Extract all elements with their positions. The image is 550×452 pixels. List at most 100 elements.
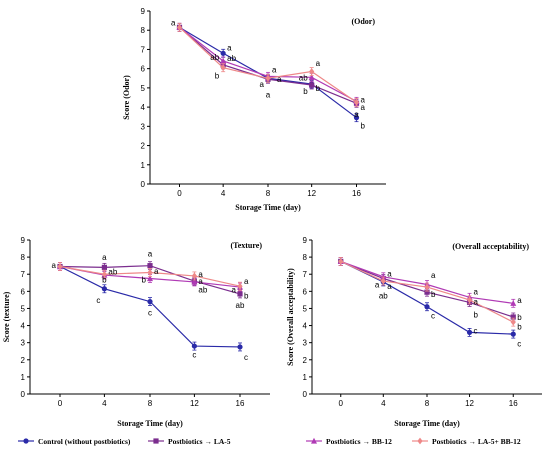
legend-item-control: Control (without postbiotics) <box>18 437 131 446</box>
x-tick-label: 8 <box>425 399 430 408</box>
significance-letter: a <box>431 271 436 280</box>
data-point-control <box>466 329 473 335</box>
y-tick-label: 8 <box>21 253 26 262</box>
data-point-bb12 <box>191 278 198 285</box>
x-tick-label: 8 <box>148 399 153 408</box>
y-tick-label: 9 <box>21 236 26 245</box>
legend-label: Control (without postbiotics) <box>38 437 131 446</box>
significance-letter: a <box>354 110 359 119</box>
significance-letter: b <box>316 84 321 93</box>
data-point-bb12 <box>147 275 153 282</box>
x-tick-label: 0 <box>58 399 63 408</box>
significance-letter: c <box>96 296 100 305</box>
data-point-control <box>220 50 226 56</box>
significance-letter: a <box>266 91 271 100</box>
y-tick-label: 6 <box>141 65 146 74</box>
y-tick-label: 2 <box>141 142 146 151</box>
y-tick-label: 9 <box>303 236 308 245</box>
legend-label: Postbiotics → BB-12 <box>326 437 392 446</box>
data-point-la5bb12 <box>338 257 344 265</box>
data-point-la5bb12 <box>220 64 226 72</box>
data-point-la5bb12 <box>265 74 271 82</box>
y-tick-label: 4 <box>303 322 308 331</box>
significance-letter: c <box>517 340 521 349</box>
significance-letter: a <box>517 296 522 305</box>
significance-letter: a <box>171 19 176 28</box>
significance-letter: b <box>474 310 479 319</box>
significance-letter: ab <box>108 268 117 277</box>
significance-letter: ab <box>379 292 388 301</box>
y-tick-label: 7 <box>303 270 308 279</box>
data-point-control <box>424 304 430 310</box>
significance-letter: a <box>52 261 57 270</box>
significance-letter: a <box>260 80 265 89</box>
data-point-la5bb12 <box>147 269 153 276</box>
y-tick-label: 6 <box>303 287 308 296</box>
y-tick-label: 9 <box>141 7 146 16</box>
data-point-la5bb12 <box>353 98 360 106</box>
significance-letter: a <box>474 298 479 307</box>
data-point-control <box>191 343 197 349</box>
data-point-control <box>147 299 153 305</box>
x-tick-label: 12 <box>465 399 474 408</box>
data-point-bb12 <box>308 74 315 80</box>
y-tick-label: 1 <box>21 373 26 382</box>
significance-letter: a <box>277 75 282 84</box>
x-tick-label: 12 <box>190 399 199 408</box>
significance-letter: b <box>303 87 308 96</box>
y-tick-label: 8 <box>141 26 146 35</box>
significance-letter: a <box>227 44 232 53</box>
y-tick-label: 3 <box>21 339 26 348</box>
data-point-la5bb12 <box>191 272 197 280</box>
significance-letter: ab <box>198 286 207 295</box>
significance-letter: ab <box>210 53 219 62</box>
significance-letter: a <box>474 287 479 296</box>
significance-letter: a <box>244 277 249 286</box>
data-point-la5bb12 <box>309 68 315 75</box>
significance-letter: b <box>215 71 220 80</box>
legend-marker <box>311 437 317 444</box>
chart-title: (Odor) <box>351 17 375 26</box>
chart-title: (Overall acceptability) <box>452 242 529 251</box>
y-tick-label: 3 <box>303 339 308 348</box>
significance-letter: a <box>387 282 392 291</box>
y-tick-label: 0 <box>303 390 308 399</box>
significance-letter: ab <box>236 301 245 310</box>
significance-letter: c <box>192 351 196 360</box>
y-tick-label: 2 <box>21 356 26 365</box>
significance-letter: b <box>517 322 522 331</box>
x-tick-label: 16 <box>509 399 518 408</box>
significance-letter: a <box>148 250 153 259</box>
significance-letter: b <box>102 275 107 284</box>
significance-letter: a <box>361 103 366 112</box>
y-tick-label: 5 <box>141 84 146 93</box>
significance-letter: c <box>474 327 478 336</box>
significance-letter: c <box>244 353 248 362</box>
y-tick-label: 7 <box>141 45 146 54</box>
legend-item-bb12: Postbiotics → BB-12 <box>306 437 392 446</box>
y-axis-label: Score (Odor) <box>122 75 131 120</box>
x-axis-label: Storage Time (day) <box>394 419 460 428</box>
data-point-bb12 <box>510 300 517 306</box>
data-point-la5bb12 <box>176 23 183 31</box>
x-tick-label: 0 <box>339 399 344 408</box>
significance-letter: b <box>142 275 147 284</box>
x-tick-label: 16 <box>352 189 361 198</box>
significance-letter: a <box>198 277 203 286</box>
chart-title: (Texture) <box>230 241 262 250</box>
y-tick-label: 3 <box>141 122 146 131</box>
data-point-la5bb12 <box>466 296 473 304</box>
y-axis-label: Score (Overall acceptability) <box>286 268 295 366</box>
legend-label: Postbiotics → LA-5 <box>168 437 231 446</box>
y-tick-label: 5 <box>21 304 26 313</box>
y-tick-label: 4 <box>141 103 146 112</box>
y-tick-label: 0 <box>141 180 146 189</box>
x-tick-label: 4 <box>381 399 386 408</box>
legend-item-la5: Postbiotics → LA-5 <box>148 437 231 446</box>
y-tick-label: 7 <box>21 270 26 279</box>
significance-letter: a <box>375 280 380 289</box>
significance-letter: b <box>517 313 522 322</box>
data-point-control <box>237 344 243 350</box>
